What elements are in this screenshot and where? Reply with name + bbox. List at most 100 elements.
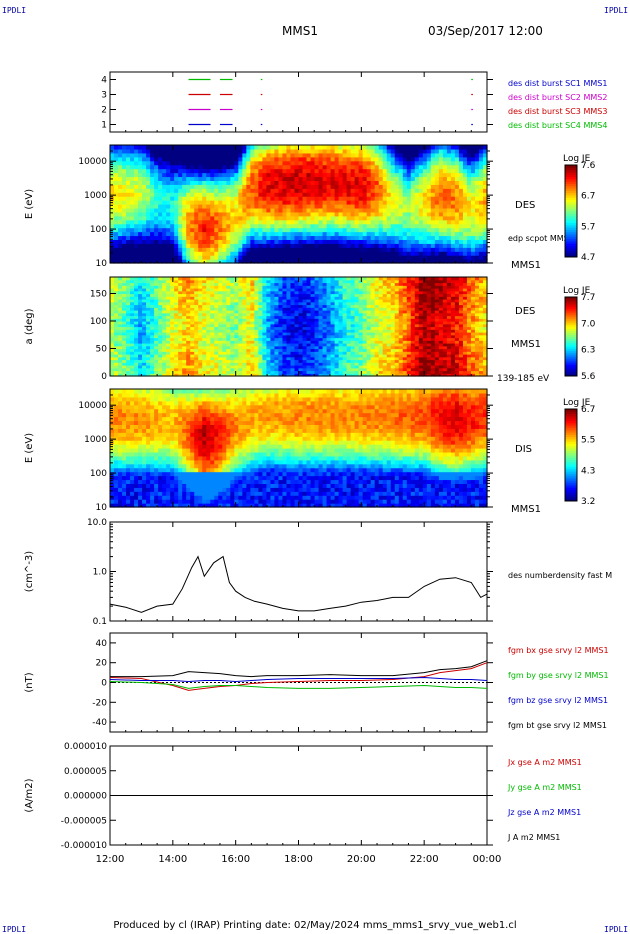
heatmap-cell-1	[374, 152, 380, 158]
heatmap-cell-1	[362, 145, 368, 150]
heatmap-cell-1	[202, 196, 207, 201]
heatmap-cell-2	[150, 359, 155, 363]
heatmap-cell-1	[254, 211, 259, 217]
heatmap-cell-2	[194, 307, 199, 311]
heatmap-cell-2	[254, 279, 259, 284]
heatmap-cell-1	[298, 235, 304, 240]
heatmap-cell-1	[338, 164, 344, 170]
heatmap-cell-1	[130, 196, 135, 201]
heatmap-cell-1	[262, 156, 268, 162]
heatmap-cell-1	[462, 247, 468, 252]
heatmap-cell-1	[254, 255, 259, 260]
heatmap-cell-1	[438, 235, 444, 240]
heatmap-cell-1	[466, 211, 472, 217]
heatmap-cell-1	[378, 148, 384, 154]
heatmap-cell-1	[342, 207, 348, 213]
heatmap-cell-1	[118, 152, 123, 158]
heatmap-cell-2	[322, 296, 328, 300]
heatmap-cell-1	[438, 145, 444, 150]
heatmap-cell-1	[158, 148, 163, 154]
heatmap-cell-1	[338, 215, 344, 221]
heatmap-cell-2	[242, 285, 247, 289]
heatmap-cell-1	[318, 148, 324, 154]
heatmap-cell-1	[290, 160, 296, 166]
heatmap-cell-1	[350, 160, 356, 166]
heatmap-cell-2	[146, 318, 151, 322]
heatmap-cell-2	[198, 367, 203, 372]
heatmap-cell-2	[294, 307, 300, 311]
heatmap-cell-2	[130, 337, 135, 341]
heatmap-cell-2	[306, 296, 312, 300]
heatmap-cell-1	[342, 184, 348, 189]
heatmap-cell-1	[146, 164, 151, 170]
heatmap-cell-2	[166, 285, 171, 289]
heatmap-cell-1	[162, 196, 167, 201]
heatmap-cell-2	[198, 307, 203, 311]
heatmap-cell-1	[286, 235, 292, 240]
heatmap-cell-1	[418, 176, 424, 181]
heatmap-cell-2	[202, 356, 207, 361]
heatmap-cell-2	[238, 329, 243, 333]
heatmap-cell-2	[262, 348, 268, 352]
heatmap-cell-1	[114, 247, 119, 252]
heatmap-cell-1	[150, 184, 155, 189]
heatmap-cell-1	[350, 215, 356, 221]
heatmap-cell-1	[322, 239, 328, 244]
heatmap-cell-2	[294, 345, 300, 350]
heatmap-cell-1	[198, 200, 203, 205]
heatmap-cell-1	[218, 184, 223, 189]
heatmap-cell-1	[386, 243, 392, 248]
heatmap-cell-1	[434, 160, 440, 166]
heatmap-cell-2	[194, 329, 199, 333]
heatmap-cell-1	[246, 215, 251, 221]
heatmap-cell-2	[226, 277, 231, 281]
heatmap-cell-1	[158, 207, 163, 213]
heatmap-cell-2	[122, 356, 127, 361]
heatmap-cell-1	[446, 148, 452, 154]
heatmap-cell-1	[234, 243, 239, 248]
heatmap-cell-2	[198, 318, 203, 322]
heatmap-cell-1	[142, 180, 147, 185]
heatmap-cell-1	[114, 207, 119, 213]
heatmap-cell-1	[470, 172, 476, 178]
heatmap-cell-1	[290, 227, 296, 233]
heatmap-cell-1	[482, 172, 488, 178]
heatmap-cell-2	[110, 315, 115, 319]
heatmap-cell-1	[266, 152, 272, 158]
heatmap-cell-1	[150, 176, 155, 181]
heatmap-cell-1	[450, 231, 456, 237]
heatmap-cell-2	[130, 332, 135, 336]
heatmap-cell-2	[310, 329, 316, 333]
heatmap-cell-2	[294, 354, 300, 358]
heatmap-cell-1	[110, 247, 115, 252]
heatmap-cell-1	[382, 239, 388, 244]
heatmap-cell-1	[258, 259, 264, 264]
heatmap-cell-1	[286, 243, 292, 248]
heatmap-cell-1	[210, 255, 215, 260]
heatmap-cell-2	[294, 323, 300, 328]
heatmap-cell-1	[414, 243, 420, 248]
heatmap-cell-1	[274, 200, 280, 205]
heatmap-cell-1	[370, 164, 376, 170]
heatmap-cell-1	[210, 184, 215, 189]
panel-sublabel-des-energy: MMS1	[511, 260, 541, 271]
heatmap-cell-1	[454, 145, 460, 150]
heatmap-cell-1	[442, 164, 448, 170]
heatmap-cell-2	[286, 312, 292, 317]
heatmap-cell-2	[254, 329, 259, 333]
heatmap-cell-1	[334, 160, 340, 166]
heatmap-cell-2	[230, 318, 235, 322]
heatmap-cell-1	[342, 255, 348, 260]
heatmap-cell-1	[314, 184, 320, 189]
heatmap-cell-1	[178, 223, 183, 229]
heatmap-cell-1	[134, 259, 139, 264]
heatmap-cell-2	[174, 329, 179, 333]
heatmap-cell-1	[194, 231, 199, 237]
heatmap-cell-2	[190, 299, 195, 303]
heatmap-cell-1	[114, 156, 119, 162]
heatmap-cell-1	[418, 255, 424, 260]
heatmap-cell-1	[178, 211, 183, 217]
heatmap-cell-1	[370, 235, 376, 240]
heatmap-cell-1	[406, 215, 412, 221]
heatmap-cell-1	[294, 200, 300, 205]
